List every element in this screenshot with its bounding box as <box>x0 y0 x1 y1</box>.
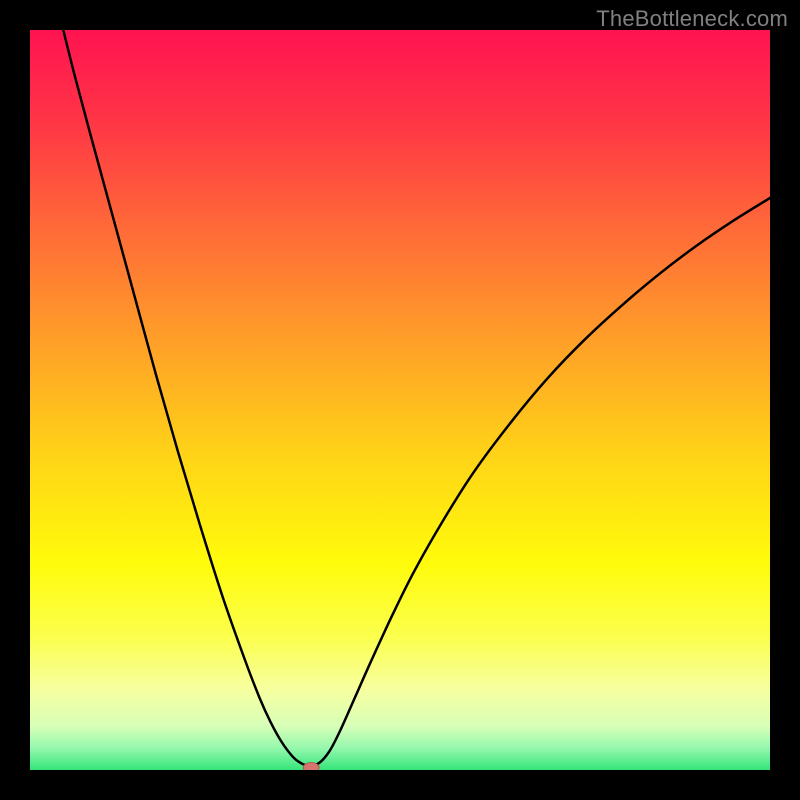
optimal-point-marker <box>303 763 319 771</box>
bottleneck-curve-chart <box>30 30 770 770</box>
gradient-background <box>30 30 770 770</box>
watermark-text: TheBottleneck.com <box>596 6 788 32</box>
chart-area <box>30 30 770 770</box>
